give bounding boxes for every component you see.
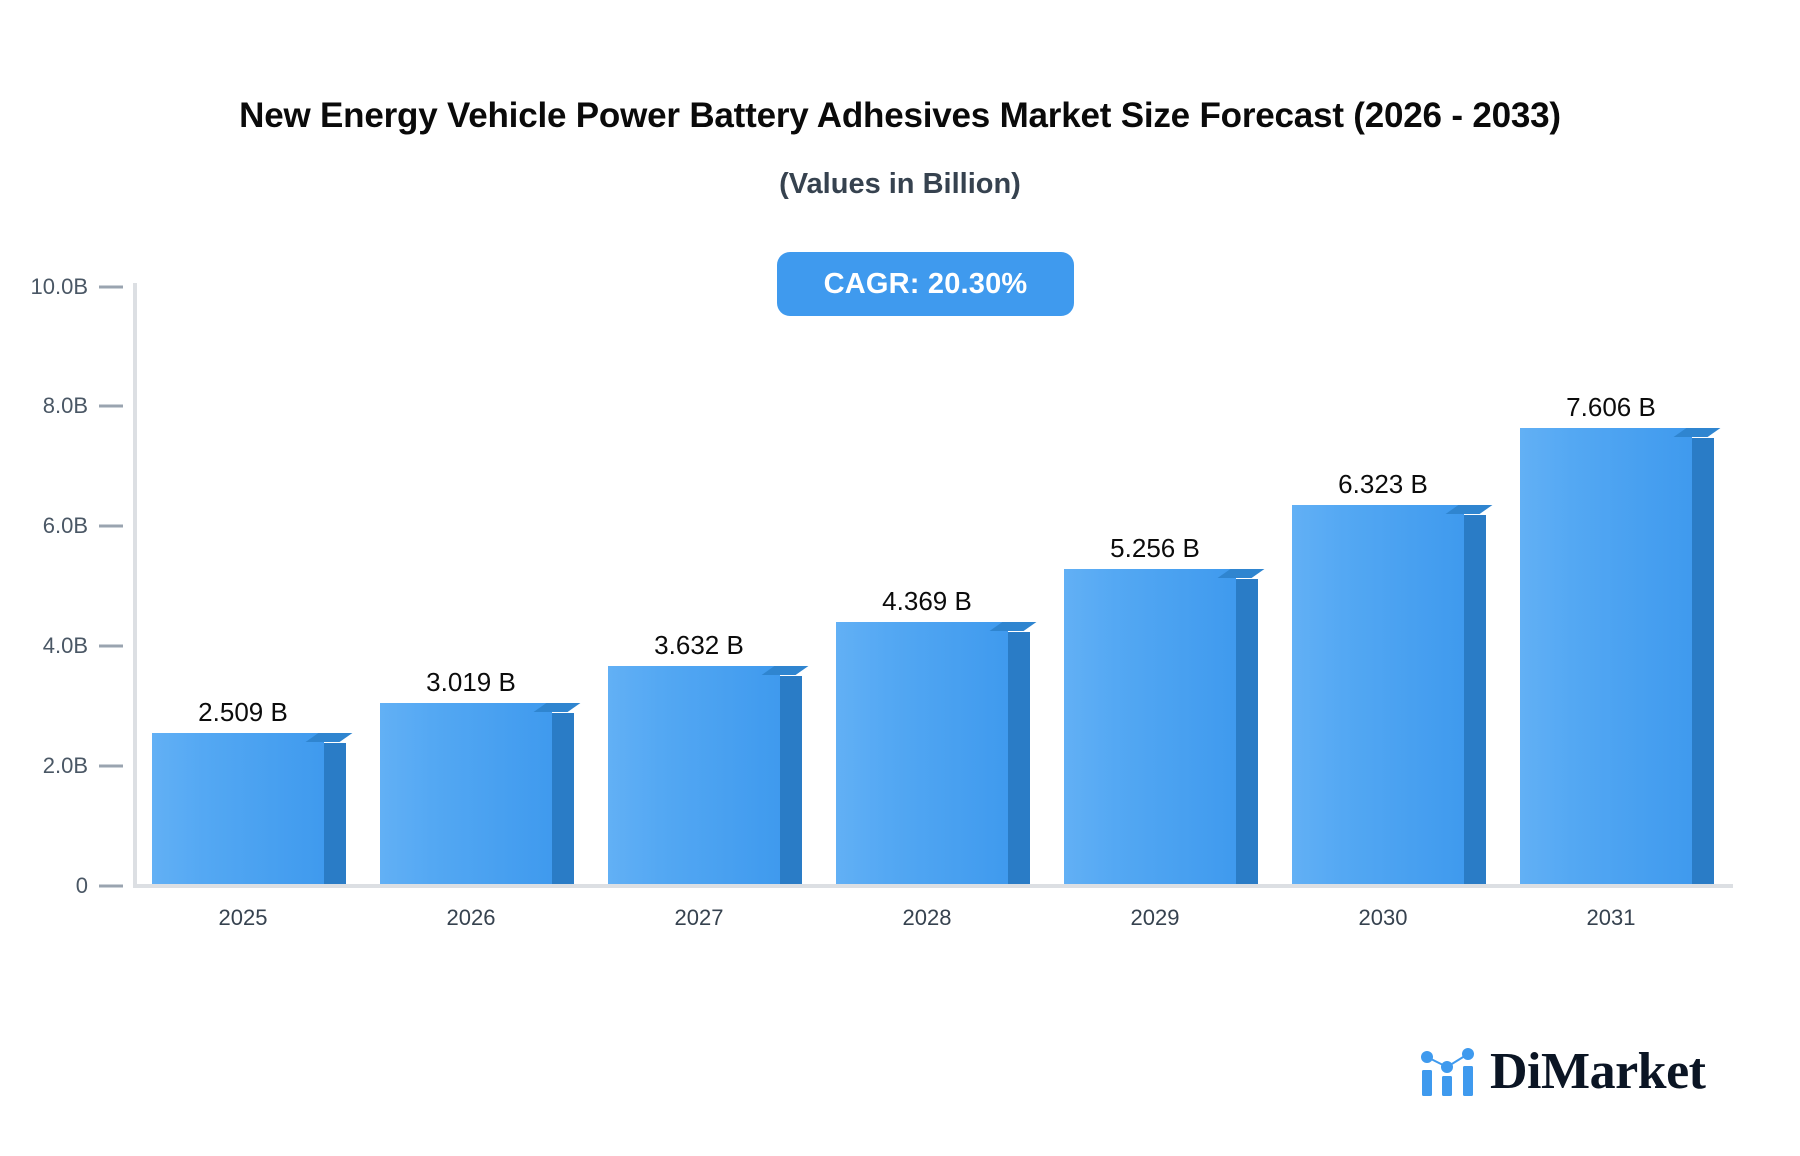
bar-2030 (1292, 505, 1493, 884)
bar-2029 (1064, 569, 1265, 884)
y-tick-label-3: 6.0B (42, 513, 88, 538)
y-tick-dash-5 (99, 285, 123, 289)
bar-value-label-2026: 3.019 B (426, 667, 516, 697)
brand-logo-text: DiMarket (1490, 1043, 1706, 1100)
bar-side-2031 (1692, 438, 1714, 884)
bar-front-2028 (836, 622, 1008, 884)
bar-value-label-2030: 6.323 B (1338, 469, 1428, 499)
bar-value-label-2027: 3.632 B (654, 630, 744, 660)
bar-chart-dots-icon (1421, 1048, 1474, 1096)
x-tick-label-2026: 2026 (446, 905, 496, 930)
x-tick-label-2028: 2028 (902, 905, 952, 930)
cagr-badge: CAGR: 20.30% (777, 252, 1074, 316)
bar-side-2029 (1236, 579, 1258, 884)
cagr-badge-label: CAGR: 20.30% (823, 267, 1028, 300)
bar-2025 (152, 733, 353, 884)
bar-side-2025 (324, 743, 346, 884)
bar-front-2031 (1520, 428, 1692, 884)
bar-front-2025 (152, 733, 324, 884)
bar-front-2027 (608, 666, 780, 884)
x-axis-line (133, 884, 1733, 888)
y-tick-label-2: 4.0B (42, 633, 88, 658)
bar-side-2030 (1464, 515, 1486, 884)
x-tick-label-2025: 2025 (218, 905, 268, 930)
bar-side-2027 (780, 676, 802, 884)
bar-value-label-2028: 4.369 B (882, 586, 972, 616)
bar-2027 (608, 666, 809, 884)
bar-2028 (836, 622, 1037, 884)
y-tick-label-4: 8.0B (42, 393, 88, 418)
x-tick-label-2030: 2030 (1358, 905, 1408, 930)
y-tick-dash-0 (99, 884, 123, 888)
y-axis-line (133, 283, 137, 888)
bar-value-label-2031: 7.606 B (1566, 392, 1656, 422)
y-tick-label-0: 0 (75, 873, 88, 898)
bar-value-label-2029: 5.256 B (1110, 533, 1200, 563)
bar-side-2028 (1008, 632, 1030, 884)
y-tick-dash-2 (99, 644, 123, 648)
chart-subtitle: (Values in Billion) (779, 168, 1021, 200)
y-tick-dash-4 (99, 404, 123, 408)
x-tick-label-2027: 2027 (674, 905, 724, 930)
x-tick-label-2029: 2029 (1130, 905, 1180, 930)
bar-front-2030 (1292, 505, 1464, 884)
bar-front-2026 (380, 703, 552, 884)
y-tick-dash-1 (99, 764, 123, 768)
x-tick-label-2031: 2031 (1586, 905, 1636, 930)
bar-front-2029 (1064, 569, 1236, 884)
chart-title: New Energy Vehicle Power Battery Adhesiv… (239, 96, 1561, 135)
bar-2031 (1520, 428, 1721, 884)
bar-side-2026 (552, 713, 574, 884)
y-tick-dash-3 (99, 524, 123, 528)
bar-value-label-2025: 2.509 B (198, 697, 288, 727)
bar-2026 (380, 703, 581, 884)
y-tick-label-1: 2.0B (42, 753, 88, 778)
brand-logo: DiMarket (1420, 1043, 1706, 1100)
y-tick-label-5: 10.0B (30, 274, 89, 299)
